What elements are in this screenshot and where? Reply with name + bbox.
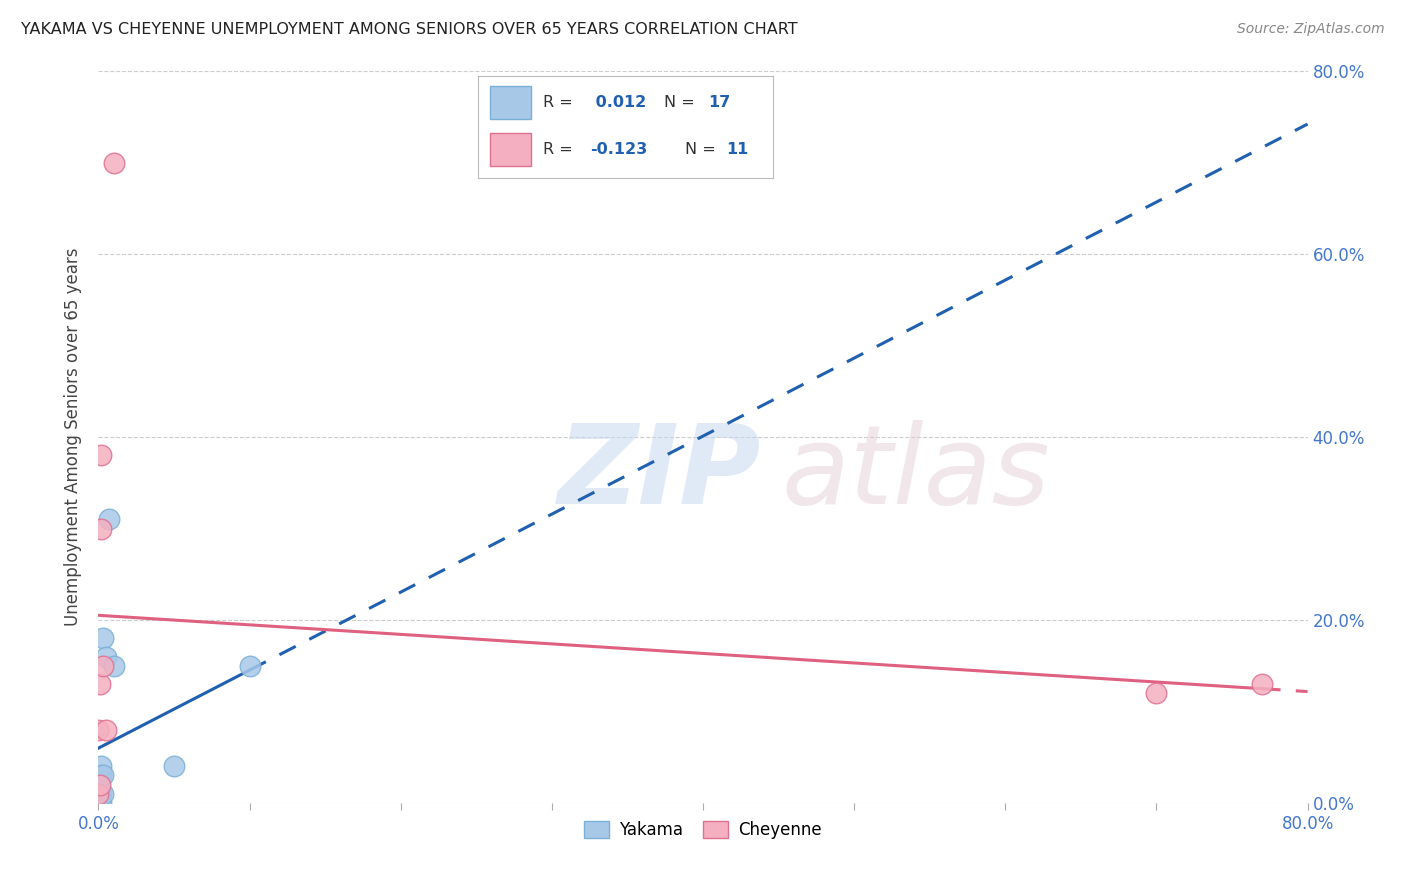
Text: ZIP: ZIP xyxy=(558,420,762,527)
Bar xyxy=(489,133,531,166)
Point xyxy=(87,778,110,792)
Point xyxy=(90,787,112,801)
Text: N =: N = xyxy=(664,95,700,110)
Point xyxy=(89,768,111,782)
Y-axis label: Unemployment Among Seniors over 65 years: Unemployment Among Seniors over 65 years xyxy=(65,248,83,626)
Point xyxy=(1144,686,1167,700)
Text: Source: ZipAtlas.com: Source: ZipAtlas.com xyxy=(1237,22,1385,37)
Text: 11: 11 xyxy=(725,142,748,157)
Text: R =: R = xyxy=(543,142,578,157)
Point xyxy=(103,156,125,170)
Point xyxy=(89,787,111,801)
Point xyxy=(89,778,111,792)
Text: atlas: atlas xyxy=(782,420,1050,527)
Point xyxy=(239,658,262,673)
Text: YAKAMA VS CHEYENNE UNEMPLOYMENT AMONG SENIORS OVER 65 YEARS CORRELATION CHART: YAKAMA VS CHEYENNE UNEMPLOYMENT AMONG SE… xyxy=(21,22,797,37)
Text: -0.123: -0.123 xyxy=(591,142,648,157)
Legend: Yakama, Cheyenne: Yakama, Cheyenne xyxy=(578,814,828,846)
Bar xyxy=(489,87,531,119)
Point xyxy=(87,723,110,737)
Point xyxy=(90,759,112,773)
Point xyxy=(98,512,121,526)
Text: 17: 17 xyxy=(709,95,731,110)
Text: R =: R = xyxy=(543,95,578,110)
Point xyxy=(90,768,112,782)
Point xyxy=(90,521,112,535)
Point xyxy=(91,787,114,801)
Point xyxy=(103,658,125,673)
Point xyxy=(89,677,111,691)
Point xyxy=(87,787,110,801)
Point xyxy=(90,796,112,810)
Point xyxy=(1251,677,1274,691)
Point xyxy=(91,658,114,673)
Point xyxy=(94,649,117,664)
Text: N =: N = xyxy=(685,142,721,157)
Point xyxy=(89,796,111,810)
Point xyxy=(91,768,114,782)
Point xyxy=(90,448,112,462)
Point xyxy=(87,787,110,801)
Point xyxy=(163,759,186,773)
Text: 0.012: 0.012 xyxy=(591,95,647,110)
Point xyxy=(91,632,114,646)
Point xyxy=(94,723,117,737)
